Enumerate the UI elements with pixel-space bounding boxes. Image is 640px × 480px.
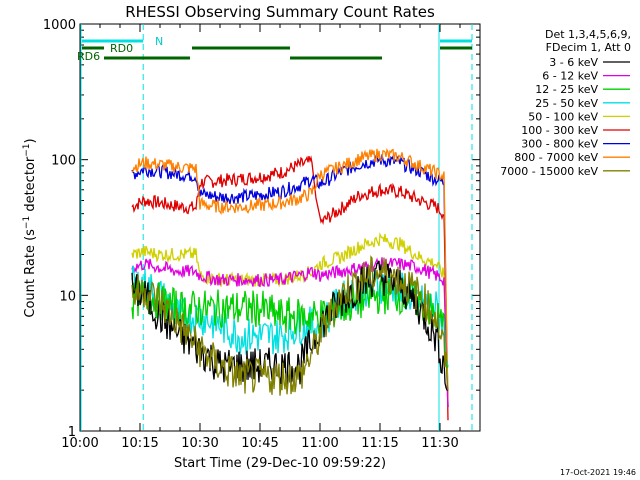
legend-label: 100 - 300 keV [521, 124, 598, 137]
timestamp-footer: 17-Oct-2021 19:46 [560, 468, 636, 477]
legend-label: 300 - 800 keV [521, 138, 598, 151]
series-line-5 [131, 155, 449, 421]
label-n: N [155, 35, 163, 48]
y-tick-label: 10 [59, 289, 76, 304]
legend-header-2: FDecim 1, Att 0 [546, 41, 631, 54]
y-tick-label: 100 [51, 154, 76, 169]
legend-label: 800 - 7000 keV [514, 151, 598, 164]
x-tick-label: 10:30 [181, 436, 218, 451]
x-tick-label: 11:30 [421, 436, 458, 451]
label-rd6: RD6 [77, 50, 100, 63]
y-axis-label: Count Rate (s−1 detector−1) [22, 138, 38, 317]
legend-label: 50 - 100 keV [528, 110, 598, 123]
x-tick-label: 10:45 [241, 436, 278, 451]
legend-header-1: Det 1,3,4,5,6,9, [545, 28, 631, 41]
series-line-7 [131, 147, 449, 408]
legend-label: 6 - 12 keV [542, 70, 598, 83]
y-tick-label: 1000 [43, 18, 76, 33]
series-line-1 [131, 257, 449, 408]
plot-frame [79, 23, 481, 432]
series-lines [131, 147, 449, 421]
chart-title: RHESSI Observing Summary Count Rates [125, 3, 435, 21]
legend-label: 7000 - 15000 keV [500, 165, 598, 178]
x-tick-label: 11:00 [301, 436, 338, 451]
legend-label: 25 - 50 keV [535, 97, 598, 110]
legend-label: 12 - 25 keV [535, 83, 598, 96]
axis-ticks: 10:00 10:15 10:30 10:45 11:00 11:15 11:30 1 10 10… [43, 18, 481, 451]
series-line-8 [131, 255, 449, 396]
y-tick-label: 1 [68, 425, 76, 440]
x-tick-label: 10:00 [61, 436, 98, 451]
label-rd0: RD0 [110, 42, 133, 55]
x-tick-label: 11:15 [361, 436, 398, 451]
x-tick-label: 10:15 [121, 436, 158, 451]
legend-label: 3 - 6 keV [549, 56, 598, 69]
x-axis-label: Start Time (29-Dec-10 09:59:22) [174, 456, 386, 471]
